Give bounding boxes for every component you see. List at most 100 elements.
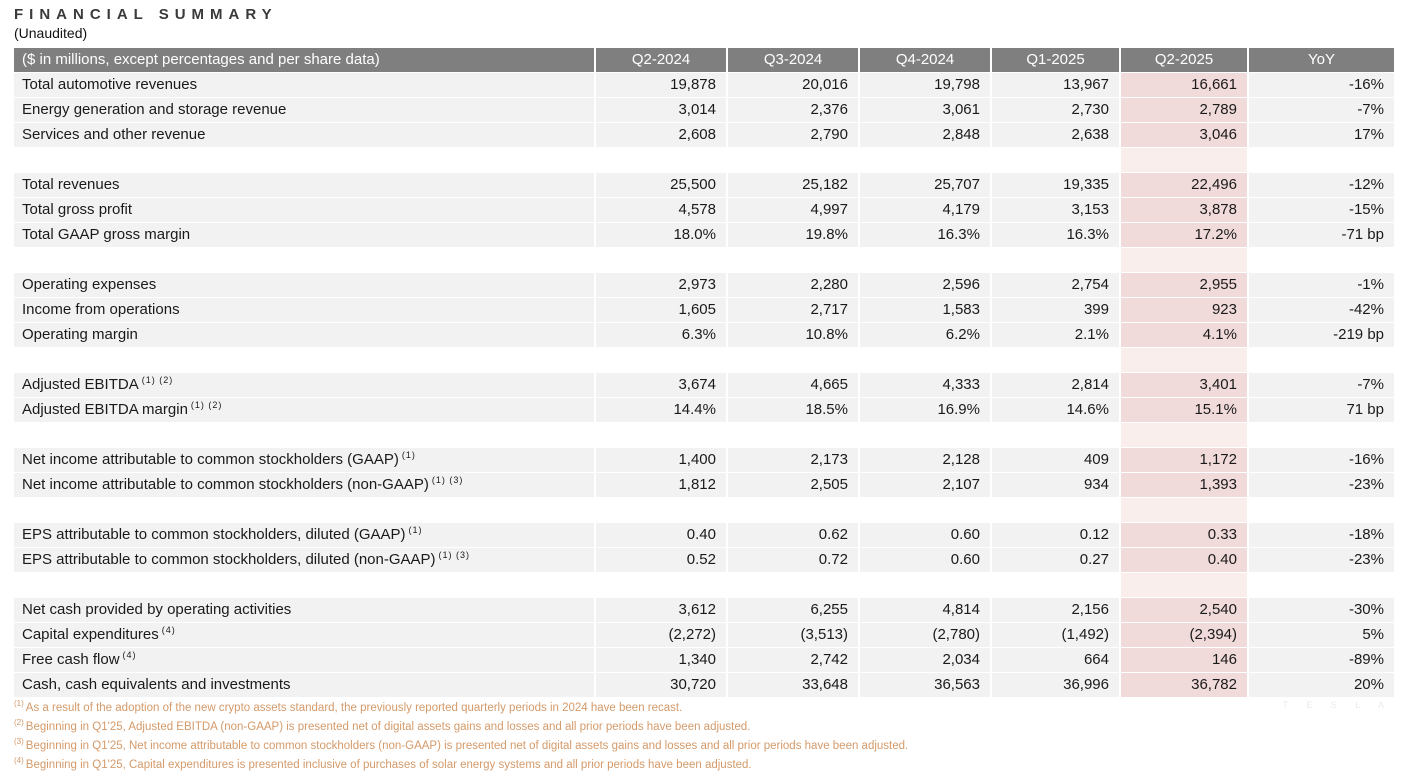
table-row: Income from operations 1,605 2,717 1,583 399… [14,298,1394,322]
table-row: EPS attributable to common stockholders,… [14,523,1394,547]
spacer-cell [990,498,1119,522]
footnote-text: As a result of the adoption of the new c… [25,702,683,714]
cell-q4-2024: 0.60 [858,548,990,572]
cell-q4-2024: (2,780) [858,623,990,647]
cell-q1-2025: 0.27 [990,548,1119,572]
cell-q4-2024: 4,814 [858,598,990,622]
row-label: Operating expenses [14,273,594,297]
spacer-cell [990,148,1119,172]
cell-q1-2025: 0.12 [990,523,1119,547]
cell-q2-2025: 16,661 [1119,73,1247,97]
cell-q1-2025: (1,492) [990,623,1119,647]
row-label-text: Free cash flow [22,651,120,668]
spacer-cell [858,423,990,447]
cell-q1-2025: 2,156 [990,598,1119,622]
table-row: Total GAAP gross margin 18.0% 19.8% 16.3% 16… [14,223,1394,247]
cell-q3-2024: 33,648 [726,673,858,697]
cell-q3-2024: 4,997 [726,198,858,222]
row-label-text: EPS attributable to common stockholders,… [22,526,406,543]
footnote-marker: (4) [14,756,24,766]
spacer-cell [14,498,594,522]
cell-q1-2025: 399 [990,298,1119,322]
spacer-cell [1247,423,1394,447]
cell-yoy: -12% [1247,173,1394,197]
spacer-cell [594,498,726,522]
spacer-cell [990,573,1119,597]
cell-q2-2024: (2,272) [594,623,726,647]
cell-q3-2024: 0.62 [726,523,858,547]
cell-q2-2025: 17.2% [1119,223,1247,247]
cell-q2-2025: 2,540 [1119,598,1247,622]
table-row: Energy generation and storage revenue 3,0… [14,98,1394,122]
cell-yoy: -18% [1247,523,1394,547]
spacer-cell [858,573,990,597]
table-row: Net cash provided by operating activitie… [14,598,1394,622]
row-label-text: Income from operations [22,301,180,318]
cell-q4-2024: 4,333 [858,373,990,397]
spacer-row [14,148,1394,172]
cell-q2-2024: 6.3% [594,323,726,347]
table-header-label: ($ in millions, except percentages and p… [14,48,594,72]
cell-q2-2024: 4,578 [594,198,726,222]
cell-q3-2024: 19.8% [726,223,858,247]
cell-q2-2025: 146 [1119,648,1247,672]
cell-yoy: -16% [1247,73,1394,97]
cell-q1-2025: 2,638 [990,123,1119,147]
cell-q2-2024: 18.0% [594,223,726,247]
spacer-cell [1247,248,1394,272]
table-row: Services and other revenue 2,608 2,790 2,84… [14,123,1394,147]
cell-q2-2025: 0.40 [1119,548,1247,572]
spacer-cell [726,498,858,522]
table-row: Adjusted EBITDA (1) (2) 3,674 4,665 4,333 2,8… [14,373,1394,397]
cell-q2-2025: 22,496 [1119,173,1247,197]
column-header-q3-2024: Q3-2024 [726,48,858,72]
cell-q1-2025: 2,754 [990,273,1119,297]
row-label: Net income attributable to common stockh… [14,448,594,472]
cell-yoy: -23% [1247,473,1394,497]
cell-q4-2024: 2,034 [858,648,990,672]
cell-q2-2025: 4.1% [1119,323,1247,347]
cell-q2-2025: 923 [1119,298,1247,322]
spacer-cell [990,423,1119,447]
cell-q3-2024: 6,255 [726,598,858,622]
row-label-text: EPS attributable to common stockholders,… [22,551,436,568]
table-row: Net income attributable to common stockh… [14,473,1394,497]
spacer-cell [594,423,726,447]
table-row: Net income attributable to common stockh… [14,448,1394,472]
cell-q1-2025: 664 [990,648,1119,672]
cell-yoy: -1% [1247,273,1394,297]
spacer-cell [594,573,726,597]
table-header-row: ($ in millions, except percentages and p… [14,48,1394,72]
spacer-cell [726,348,858,372]
cell-q1-2025: 36,996 [990,673,1119,697]
cell-q2-2025: 15.1% [1119,398,1247,422]
footnote-text: Beginning in Q1'25, Adjusted EBITDA (non… [25,721,751,733]
row-label-text: Total GAAP gross margin [22,226,191,243]
cell-q4-2024: 2,848 [858,123,990,147]
row-label: Adjusted EBITDA (1) (2) [14,373,594,397]
cell-q2-2025: 1,393 [1119,473,1247,497]
row-label-text: Adjusted EBITDA margin [22,401,188,418]
spacer-cell [726,573,858,597]
cell-q2-2025: 3,878 [1119,198,1247,222]
cell-q3-2024: 2,742 [726,648,858,672]
cell-q2-2025: 2,955 [1119,273,1247,297]
cell-q2-2024: 1,340 [594,648,726,672]
cell-q2-2024: 3,612 [594,598,726,622]
footnote-marker: (4) [122,650,137,660]
cell-q2-2024: 14.4% [594,398,726,422]
cell-q2-2025: 0.33 [1119,523,1247,547]
cell-q4-2024: 4,179 [858,198,990,222]
cell-q2-2025: 1,172 [1119,448,1247,472]
table-row: Capital expenditures (4) (2,272) (3,513) (2,… [14,623,1394,647]
column-header-yoy: YoY [1247,48,1394,72]
spacer-highlight-cell [1119,573,1247,597]
cell-q2-2024: 0.40 [594,523,726,547]
spacer-cell [14,248,594,272]
cell-q2-2024: 30,720 [594,673,726,697]
cell-q3-2024: 0.72 [726,548,858,572]
cell-yoy: -219 bp [1247,323,1394,347]
row-label: Total GAAP gross margin [14,223,594,247]
spacer-highlight-cell [1119,348,1247,372]
